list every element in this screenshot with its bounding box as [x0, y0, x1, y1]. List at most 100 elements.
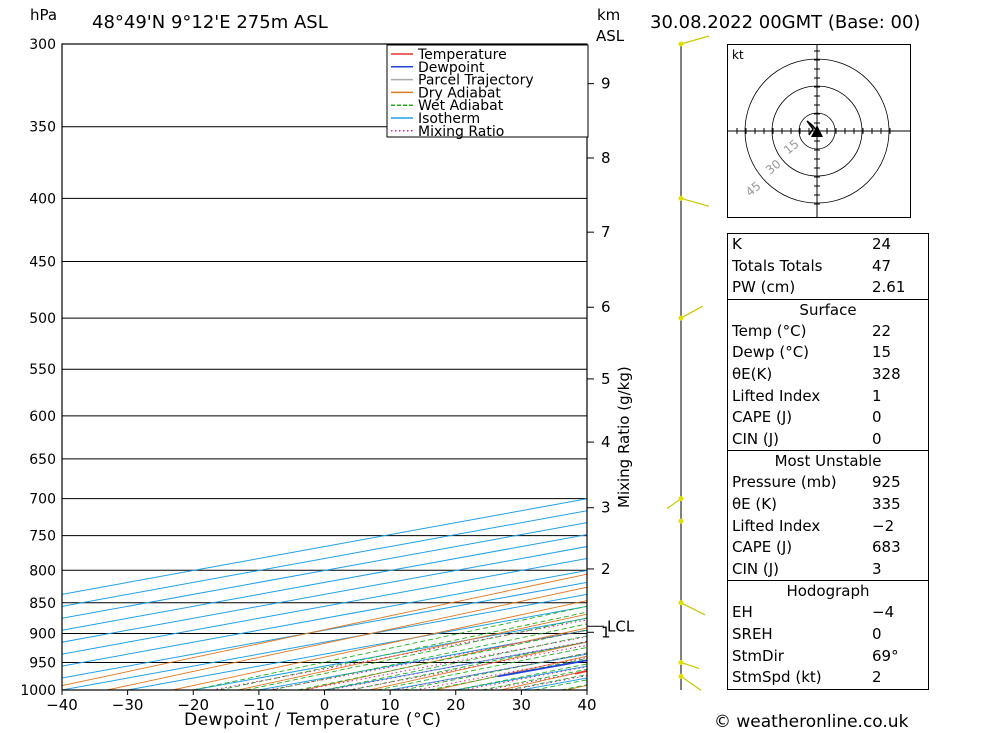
dry-adiabat-lines	[62, 44, 1000, 690]
dry-adiabat	[960, 44, 1000, 690]
wind-barb	[666, 498, 682, 510]
pressure-tick-label: 600	[29, 409, 56, 425]
pressure-tick-label: 450	[29, 255, 56, 271]
km-tick-label: 3	[601, 499, 611, 517]
pressure-tick-label: 700	[29, 492, 56, 508]
pressure-tick-label: 350	[29, 120, 56, 136]
legend-entry: Wet Adiabat	[418, 98, 504, 114]
surface-row: Temp (°C) 22	[732, 321, 892, 340]
x-tick-label: 20	[446, 696, 465, 714]
x-tick-label: 0	[320, 696, 330, 714]
wind-point	[678, 41, 684, 47]
pressure-tick-label: 850	[29, 596, 56, 612]
isotherm-lines	[62, 498, 587, 690]
hodo-row: StmSpd (kt) 2	[732, 668, 882, 687]
legend-box	[386, 44, 589, 138]
location-title: 48°49'N 9°12'E 275m ASL	[92, 12, 328, 33]
hodograph-trace	[806, 120, 818, 136]
pressure-tick-label: 400	[29, 191, 56, 207]
hodograph-panel: kt 15 30 45	[727, 44, 911, 218]
hodograph-unit: kt	[732, 48, 744, 62]
pressure-tick-label: 750	[29, 529, 56, 545]
wet-adiabat	[193, 605, 587, 690]
wind-point	[678, 496, 684, 502]
surface-title: Surface	[799, 300, 857, 319]
legend-entry: Temperature	[417, 47, 507, 63]
x-axis-label: Dewpoint / Temperature (°C)	[184, 710, 442, 730]
wind-point	[678, 315, 684, 321]
wind-barb	[680, 197, 710, 207]
isotherm-line	[62, 569, 587, 667]
hodo-ring-label-45: 45	[743, 179, 764, 200]
storm-motion-marker	[811, 125, 823, 137]
km-tick-label: 2	[601, 560, 611, 578]
wind-barb	[680, 305, 704, 319]
indices-table: K 24 Totals Totals 47 PW (cm) 2.61 Surface …	[727, 233, 929, 690]
x-tick-label: −20	[177, 696, 209, 714]
wind-barb	[680, 602, 706, 616]
x-axis: −40 −30 −20 −10 0 10 20 30 40	[46, 690, 597, 714]
pressure-tick-label: 550	[29, 362, 56, 378]
x-tick-label: −40	[46, 696, 78, 714]
km-tick-label: 5	[601, 370, 611, 388]
surface-row: Lifted Index 1	[732, 386, 882, 405]
legend-entry: Mixing Ratio	[418, 124, 504, 140]
wet-adiabat	[219, 611, 587, 690]
surface-row: θE(K) 328	[732, 364, 901, 383]
x-tick-label: 40	[577, 696, 596, 714]
x-tick-label: 10	[381, 696, 400, 714]
most-unstable-title: Most Unstable	[774, 452, 882, 471]
index-row-pw: PW (cm) 2.61	[732, 278, 906, 297]
legend-entry: Dewpoint	[418, 60, 485, 76]
km-tick-label: 1	[601, 623, 611, 641]
pressure-tick-label: 300	[29, 37, 56, 53]
km-tick-label: 7	[601, 223, 611, 241]
km-tick-label: 8	[601, 149, 611, 167]
hodo-row: SREH 0	[732, 624, 882, 643]
isotherm-line	[62, 546, 587, 643]
wind-barb	[680, 35, 710, 45]
hodo-ring-label-30: 30	[763, 157, 784, 178]
isobar-grid	[62, 43, 587, 691]
surface-row: CAPE (J) 0	[732, 408, 882, 427]
wind-point	[678, 518, 684, 524]
mu-row: CAPE (J) 683	[732, 538, 901, 557]
pressure-unit-label: hPa	[30, 6, 58, 24]
hodo-ticks	[736, 50, 891, 205]
pressure-tick-label: 800	[29, 563, 56, 579]
dry-adiabat	[106, 586, 587, 690]
isotherm-line	[62, 558, 587, 655]
y-axis: 300 350 400 450 500 550 600 650 700 750 800 850 900 9…	[20, 37, 56, 699]
mu-row: CIN (J) 3	[732, 559, 882, 578]
isotherm-line	[62, 510, 587, 607]
surface-row: Dewp (°C) 15	[732, 343, 892, 362]
pressure-tick-label: 1000	[20, 683, 56, 699]
wet-adiabat-lines	[193, 605, 587, 690]
pressure-tick-label: 650	[29, 452, 56, 468]
mixing-ratio-axis-label: Mixing Ratio (g/kg)	[615, 366, 633, 508]
isotherm-line	[62, 522, 587, 619]
wind-point	[678, 195, 684, 201]
surface-row: CIN (J) 0	[732, 429, 882, 448]
x-tick-label: −10	[243, 696, 275, 714]
wet-adiabat	[245, 617, 587, 690]
isotherm-line	[62, 534, 587, 631]
hodograph-plot: kt 15 30 45	[728, 45, 910, 217]
pressure-tick-label: 950	[29, 655, 56, 671]
x-tick-label: 30	[512, 696, 531, 714]
hodo-ring-label-15: 15	[781, 137, 802, 158]
mu-row: θE (K) 335	[732, 494, 901, 513]
isotherm-line	[62, 498, 587, 595]
pressure-tick-label: 500	[29, 311, 56, 327]
lcl-label: LCL	[607, 617, 635, 635]
legend-entry: Isotherm	[418, 111, 480, 127]
wind-point	[678, 600, 684, 606]
hodo-row: StmDir 69°	[732, 646, 899, 665]
km-tick-label: 6	[601, 298, 611, 316]
km-unit-label: km	[597, 6, 621, 24]
credit-text: © weatheronline.co.uk	[714, 712, 909, 732]
wind-profile	[666, 35, 710, 691]
dry-adiabat	[238, 613, 587, 690]
index-row-k: K 24	[732, 235, 892, 253]
